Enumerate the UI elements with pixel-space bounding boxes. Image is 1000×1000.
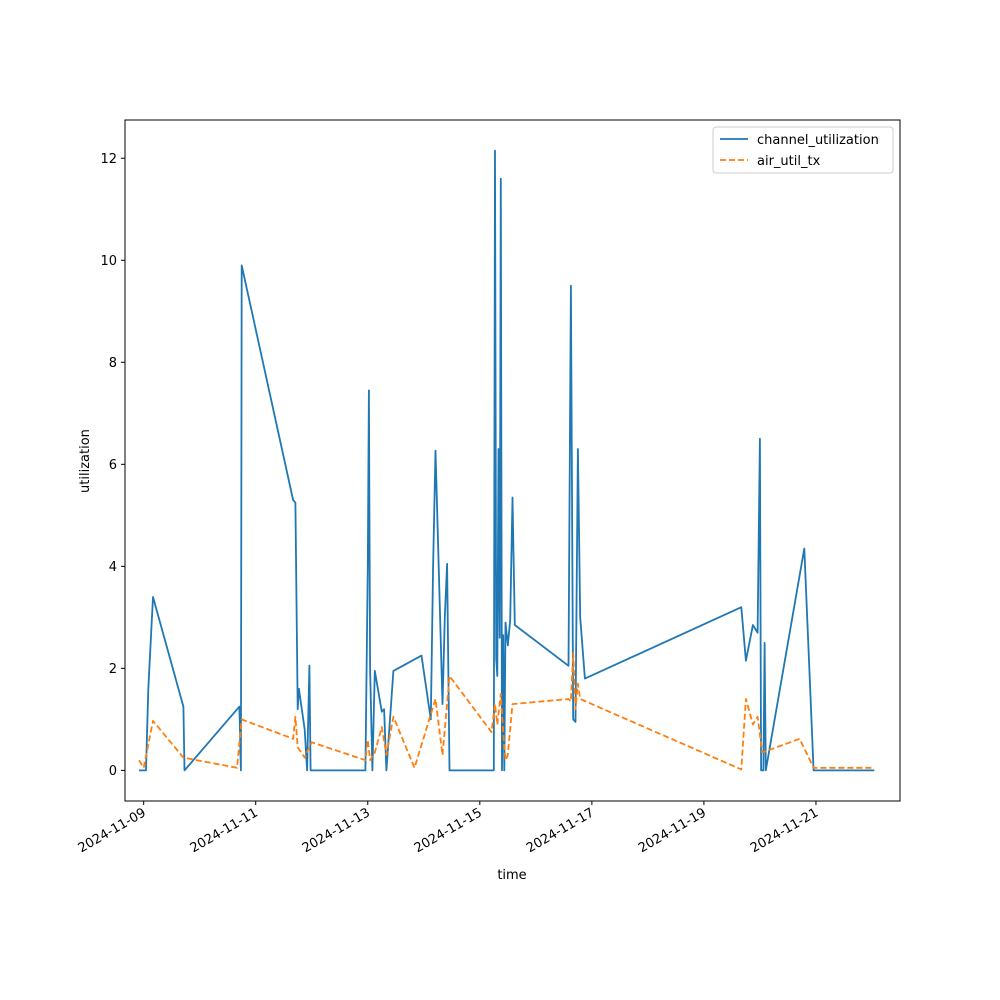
- series-line-channel-utilization: [139, 149, 875, 772]
- y-tick-label: 0: [109, 764, 117, 779]
- y-tick-label: 6: [109, 458, 117, 473]
- series-line-air-util-tx: [138, 652, 875, 771]
- legend: channel_utilization air_util_tx: [712, 126, 894, 174]
- y-axis-ticks: 0 2 4 6 8 10 12: [100, 152, 125, 779]
- legend-box: [712, 126, 894, 174]
- plot-frame: [124, 119, 901, 802]
- y-tick-label: 12: [100, 152, 117, 167]
- legend-label-channel-utilization: channel_utilization: [757, 133, 879, 148]
- x-axis-label: time: [497, 868, 526, 883]
- legend-label-air-util-tx: air_util_tx: [757, 154, 821, 169]
- y-tick-label: 4: [109, 560, 117, 575]
- y-tick-label: 10: [100, 254, 117, 269]
- y-tick-label: 2: [109, 662, 117, 677]
- y-axis-label: utilization: [78, 429, 93, 493]
- y-tick-label: 8: [109, 356, 117, 371]
- series-layer: [138, 149, 875, 772]
